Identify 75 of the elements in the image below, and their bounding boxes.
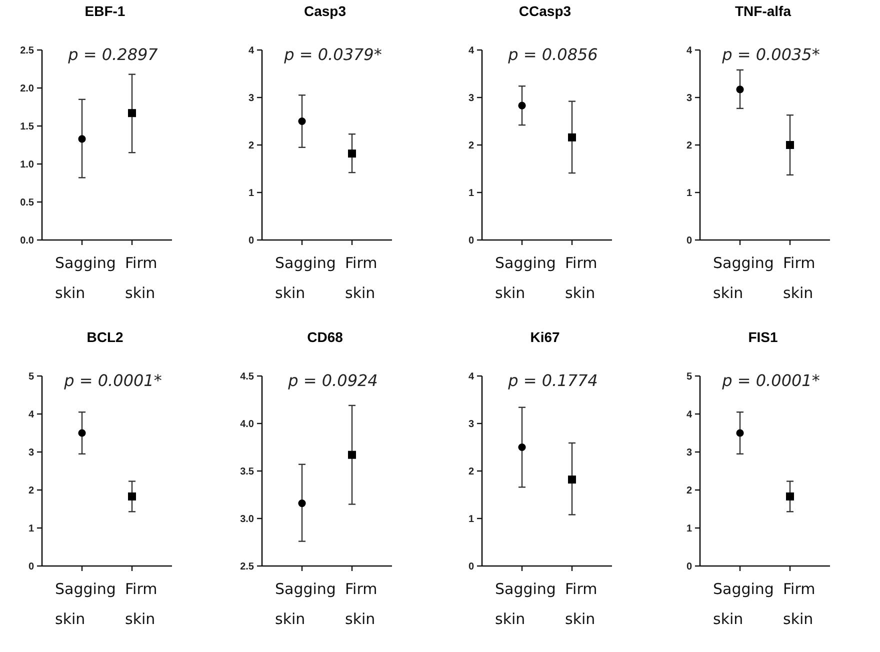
y-tick-label: 2	[248, 140, 254, 152]
y-tick-label: 2	[468, 466, 474, 478]
y-tick-label: 0	[248, 236, 254, 246]
y-tick-label: 2.5	[240, 562, 254, 572]
y-tick-label: 3	[468, 93, 474, 104]
x-tick-label: Firm skin	[565, 254, 598, 302]
y-tick-label: 0	[468, 236, 474, 246]
y-tick-label: 4	[686, 46, 692, 56]
y-tick-label: 3	[248, 93, 254, 104]
y-tick-label: 1	[686, 188, 692, 199]
chart-title: Casp3	[304, 3, 346, 19]
x-tick-label: Sagging skin	[275, 254, 336, 302]
y-tick-label: 0.0	[20, 236, 34, 246]
y-tick-label: 2	[686, 486, 692, 496]
x-tick-label: Sagging skin	[495, 580, 556, 628]
x-tick-label: Sagging skin	[713, 580, 774, 628]
x-tick-label: Firm skin	[345, 580, 378, 628]
annotation: p = 0.0379*	[283, 45, 382, 64]
y-tick-label: 3	[686, 93, 692, 104]
y-tick-label: 4.0	[240, 419, 254, 430]
y-tick-label: 2.5	[20, 46, 34, 56]
y-tick-label: 5	[28, 372, 34, 382]
x-tick-label: Firm skin	[783, 580, 816, 628]
y-tick-label: 1	[468, 188, 474, 199]
y-tick-label: 2	[468, 140, 474, 152]
chart-title: BCL2	[86, 329, 124, 345]
x-tick-label: Firm skin	[565, 580, 598, 628]
chart-title: Ki67	[530, 329, 560, 345]
y-tick-label: 1	[28, 524, 34, 534]
annotation: p = 0.0035*	[721, 45, 820, 64]
x-tick-label: Sagging skin	[55, 580, 116, 628]
x-tick-label: Sagging skin	[495, 254, 556, 302]
annotation: p = 0.0001*	[721, 371, 820, 390]
y-tick-label: 2.0	[20, 84, 34, 94]
y-tick-label: 0	[468, 562, 474, 572]
y-tick-label: 4	[28, 410, 34, 420]
y-tick-label: 4	[686, 410, 692, 420]
annotation: p = 0.0856	[507, 45, 598, 64]
y-tick-label: 1	[248, 188, 254, 199]
annotation: p = 0.0924	[287, 371, 378, 390]
y-tick-label: 1	[468, 514, 474, 525]
annotation: p = 0.2897	[67, 45, 159, 64]
y-tick-label: 0	[686, 562, 692, 572]
y-tick-label: 2	[28, 486, 34, 496]
y-tick-label: 3.0	[240, 514, 254, 525]
y-tick-label: 4	[468, 372, 474, 382]
x-tick-label: Firm skin	[345, 254, 378, 302]
x-tick-label: Firm skin	[125, 580, 158, 628]
y-tick-label: 1.5	[20, 122, 34, 132]
x-tick-label: Firm skin	[125, 254, 158, 302]
y-tick-label: 1	[686, 524, 692, 534]
chart-title: CD68	[307, 329, 344, 345]
y-tick-label: 4	[248, 46, 254, 56]
y-tick-label: 3	[28, 448, 34, 458]
y-tick-label: 4.5	[240, 372, 254, 382]
y-tick-label: 2	[686, 140, 692, 152]
y-tick-label: 0	[28, 562, 34, 572]
chart-title: TNF-alfa	[735, 3, 792, 19]
annotation: p = 0.1774	[507, 371, 598, 390]
y-tick-label: 0.5	[20, 198, 34, 208]
annotation: p = 0.0001*	[63, 371, 162, 390]
y-tick-label: 5	[686, 372, 692, 382]
y-tick-label: 3	[468, 419, 474, 430]
y-tick-label: 3.5	[240, 466, 254, 478]
x-tick-label: Sagging skin	[55, 254, 116, 302]
y-tick-label: 0	[686, 236, 692, 246]
chart-title: EBF-1	[84, 3, 126, 19]
y-tick-label: 3	[686, 448, 692, 458]
x-tick-label: Firm skin	[783, 254, 816, 302]
chart-title: FIS1	[748, 329, 778, 345]
y-tick-label: 4	[468, 46, 474, 56]
chart-title: CCasp3	[518, 3, 572, 19]
x-tick-label: Sagging skin	[713, 254, 774, 302]
x-tick-label: Sagging skin	[275, 580, 336, 628]
y-tick-label: 1.0	[20, 160, 34, 170]
